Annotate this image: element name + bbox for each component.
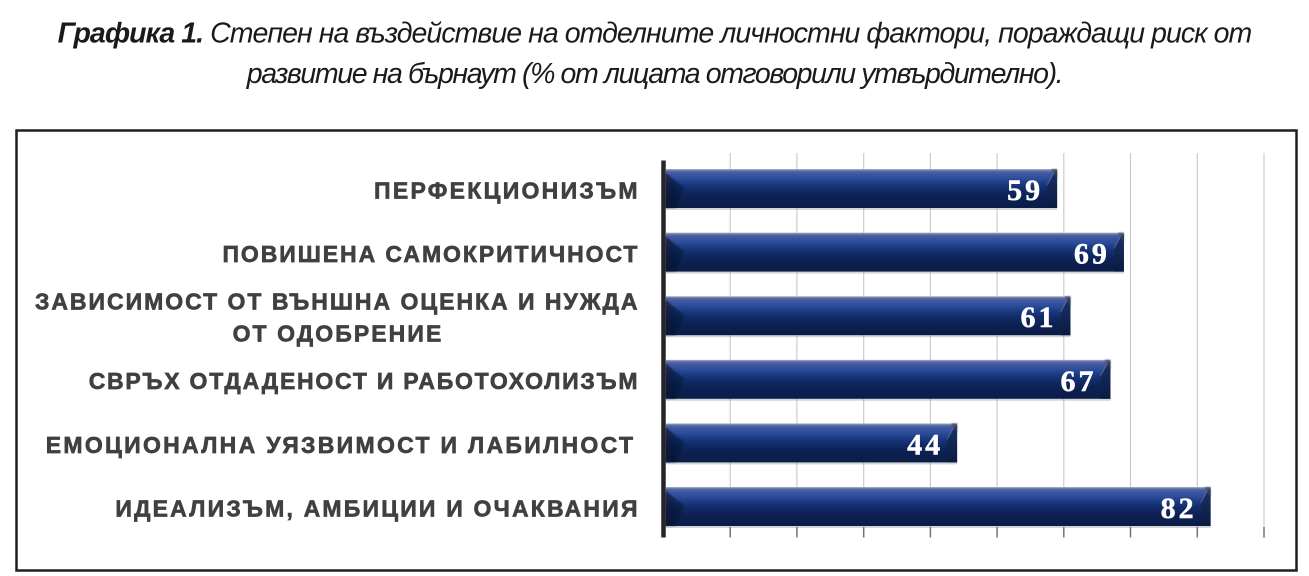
svg-text:59: 59	[1007, 174, 1043, 207]
svg-text:69: 69	[1074, 238, 1110, 271]
svg-text:ЕМОЦИОНАЛНА УЯЗВИМОСТ И ЛАБИЛН: ЕМОЦИОНАЛНА УЯЗВИМОСТ И ЛАБИЛНОСТ	[46, 432, 636, 458]
svg-text:61: 61	[1021, 301, 1057, 334]
svg-text:82: 82	[1161, 492, 1197, 525]
svg-text:развитие на бърнаут (% от лица: развитие на бърнаут (% от лицата отговор…	[246, 58, 1062, 90]
svg-text:ПЕРФЕКЦИОНИЗЪМ: ПЕРФЕКЦИОНИЗЪМ	[374, 177, 640, 203]
svg-text:ИДЕАЛИЗЪМ, АМБИЦИИ И ОЧАКВАНИЯ: ИДЕАЛИЗЪМ, АМБИЦИИ И ОЧАКВАНИЯ	[115, 495, 639, 521]
svg-text:44: 44	[907, 428, 943, 461]
svg-text:ОТ ОДОБРЕНИЕ: ОТ ОДОБРЕНИЕ	[233, 321, 444, 347]
svg-text:ЗАВИСИМОСТ ОТ ВЪНШНА ОЦЕНКА И: ЗАВИСИМОСТ ОТ ВЪНШНА ОЦЕНКА И НУЖДА	[35, 289, 640, 315]
svg-text:67: 67	[1061, 365, 1097, 398]
svg-text:СВРЪХ ОТДАДЕНОСТ И РАБОТОХОЛИЗ: СВРЪХ ОТДАДЕНОСТ И РАБОТОХОЛИЗЪМ	[89, 368, 640, 394]
svg-text:ПОВИШЕНА САМОКРИТИЧНОСТ: ПОВИШЕНА САМОКРИТИЧНОСТ	[222, 241, 639, 267]
svg-text:Графика 1. Степен на въздейств: Графика 1. Степен на въздействие на отде…	[58, 18, 1252, 50]
